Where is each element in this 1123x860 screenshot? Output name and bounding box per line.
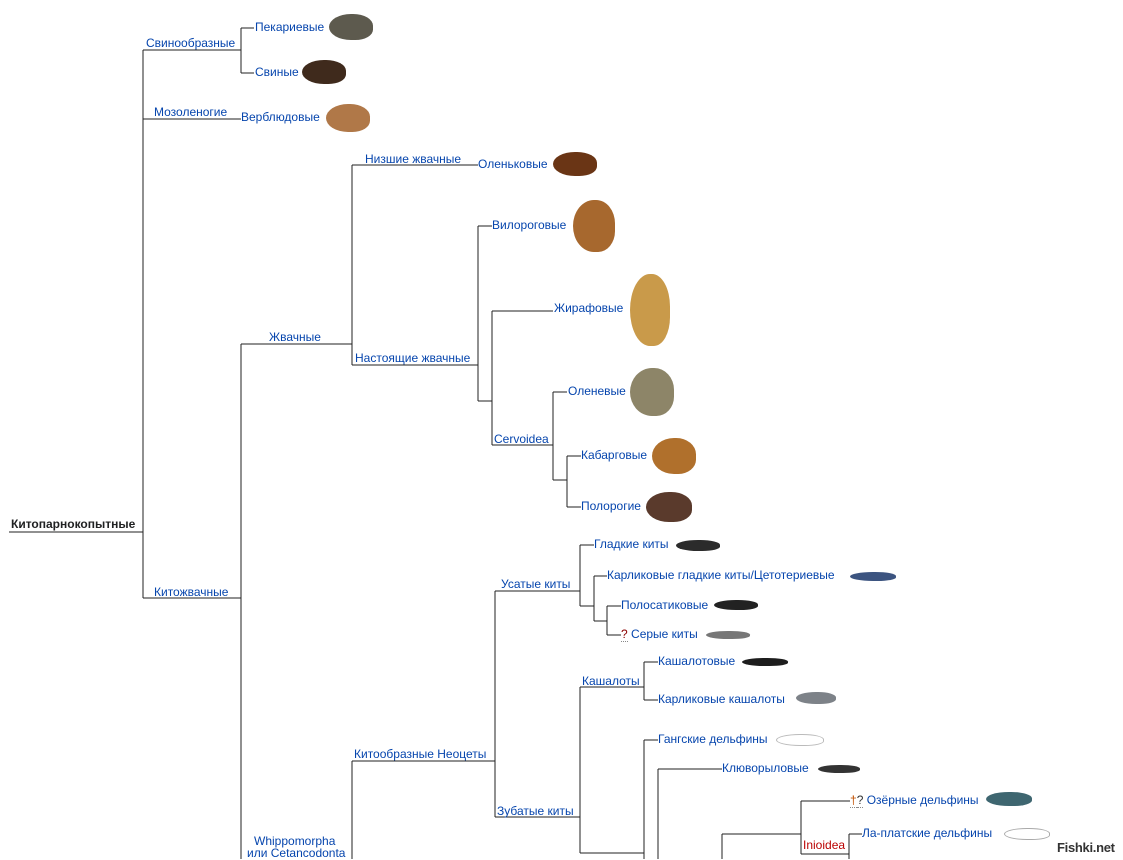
clade-cetruminantia[interactable]: Китожвачные	[154, 585, 229, 599]
clade-whippomorpha[interactable]: Whippomorpha	[254, 834, 336, 848]
taxon-chevrotains[interactable]: Оленьковые	[478, 157, 548, 171]
taxon-beaked-whales[interactable]: Клюворыловые	[722, 761, 809, 775]
right-whale-image	[676, 540, 720, 551]
deer-image	[630, 368, 674, 416]
clade-cervoidea[interactable]: Cervoidea	[494, 432, 549, 446]
clade-ruminants[interactable]: Жвачные	[269, 330, 321, 344]
clade-tylopoda[interactable]: Мозоленогие	[154, 105, 228, 119]
taxon-gray-whales[interactable]: ? Серые киты	[621, 627, 698, 642]
lake-dolphins-label: Озёрные дельфины	[866, 793, 979, 807]
boar-image	[302, 60, 346, 84]
clade-pecora[interactable]: Настоящие жвачные	[355, 351, 471, 365]
clade-neoceti[interactable]: Китообразные Неоцеты	[354, 747, 487, 761]
clade-toothed-whales[interactable]: Зубатые киты	[497, 804, 574, 818]
bison-image	[646, 492, 692, 522]
camel-image	[326, 104, 370, 132]
taxon-peccaries[interactable]: Пекариевые	[255, 20, 325, 34]
taxon-right-whales[interactable]: Гладкие киты	[594, 537, 669, 551]
watermark: Fishki.net	[1057, 840, 1115, 855]
taxon-pronghorns[interactable]: Вилороговые	[492, 218, 567, 232]
clade-inioidea[interactable]: Inioidea	[803, 838, 846, 852]
extinct-dagger-icon: †	[850, 793, 857, 808]
lake-dolphin-image	[986, 792, 1032, 806]
taxon-pygmy-right-whales[interactable]: Карликовые гладкие киты/Цетотериевые	[607, 568, 835, 582]
clade-suiformes[interactable]: Свинообразные	[146, 36, 236, 50]
clade-sperm-whales[interactable]: Кашалоты	[582, 674, 640, 688]
taxon-bovids[interactable]: Полорогие	[581, 499, 641, 513]
taxon-physeteridae[interactable]: Кашалотовые	[658, 654, 736, 668]
clade-baleen-whales[interactable]: Усатые киты	[501, 577, 571, 591]
gray-whale-image	[706, 631, 750, 639]
taxon-ganges-dolphins[interactable]: Гангские дельфины	[658, 732, 768, 746]
uncertain-mark: ?	[856, 793, 864, 808]
la-plata-dolphin-image	[1004, 828, 1050, 840]
pygmy-right-whale-image	[850, 572, 896, 581]
taxon-la-plata-dolphins[interactable]: Ла-платские дельфины	[862, 826, 993, 840]
taxon-pygmy-sperm-whales[interactable]: Карликовые кашалоты	[658, 692, 785, 706]
giraffe-image	[630, 274, 670, 346]
gray-whales-label: Серые киты	[631, 627, 698, 641]
musk-deer-image	[652, 438, 696, 474]
taxon-deer[interactable]: Оленевые	[568, 384, 626, 398]
clade-artiodactyla[interactable]: Китопарнокопытные	[11, 517, 136, 531]
chevrotain-image	[553, 152, 597, 176]
taxon-rorquals[interactable]: Полосатиковые	[621, 598, 709, 612]
beaked-whale-image	[818, 765, 860, 773]
taxon-camels[interactable]: Верблюдовые	[241, 110, 320, 124]
pygmy-sperm-whale-image	[796, 692, 836, 704]
taxon-pigs[interactable]: Свиные	[255, 65, 299, 79]
taxon-lake-dolphins[interactable]: †? Озёрные дельфины	[850, 793, 979, 808]
taxon-giraffes[interactable]: Жирафовые	[554, 301, 624, 315]
taxon-musk-deer[interactable]: Кабарговые	[581, 448, 648, 462]
sperm-whale-image	[742, 658, 788, 666]
ganges-dolphin-image	[776, 734, 824, 746]
clade-cetancodonta[interactable]: или Cetancodonta	[247, 846, 346, 860]
clade-lower-ruminants[interactable]: Низшие жвачные	[365, 152, 462, 166]
uncertain-mark: ?	[621, 627, 628, 642]
rorqual-image	[714, 600, 758, 610]
pronghorn-image	[573, 200, 615, 252]
peccary-image	[329, 14, 373, 40]
